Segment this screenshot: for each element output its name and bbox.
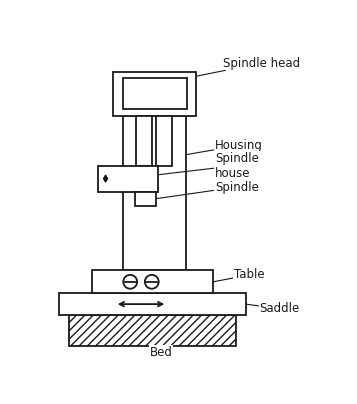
Bar — [156, 116, 172, 166]
Text: Saddle: Saddle — [246, 302, 300, 315]
Bar — [122, 116, 186, 270]
Bar — [98, 166, 158, 192]
Bar — [113, 72, 196, 116]
Text: Spindle
house: Spindle house — [158, 152, 259, 179]
Text: Table: Table — [213, 268, 265, 282]
Bar — [122, 78, 187, 109]
Bar — [69, 315, 236, 346]
Bar — [136, 116, 152, 166]
Bar — [135, 192, 156, 206]
Text: Spindle head: Spindle head — [189, 57, 300, 78]
Text: Housing: Housing — [186, 139, 263, 155]
Text: Bed: Bed — [150, 346, 172, 359]
Bar — [92, 270, 213, 293]
Bar — [59, 293, 246, 315]
Text: Spindle: Spindle — [156, 181, 259, 199]
